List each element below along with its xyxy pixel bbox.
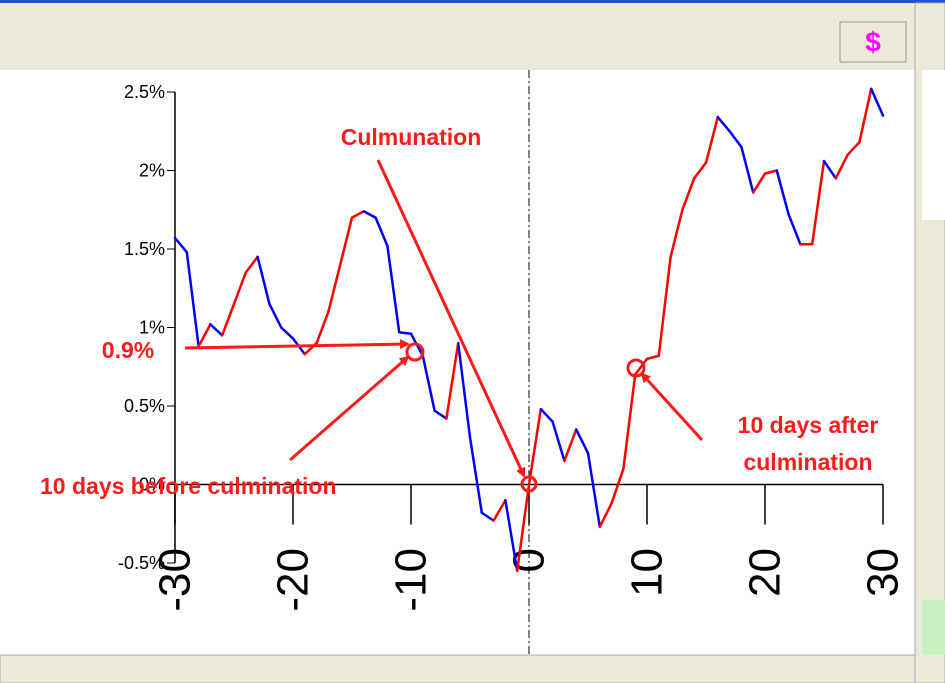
arrow	[289, 355, 410, 462]
line-segment	[374, 216, 389, 248]
annotation: 10 days after	[738, 412, 879, 438]
line-segment	[563, 428, 578, 463]
y-tick-label: 1.5%	[124, 239, 165, 259]
arrow	[640, 372, 704, 442]
line-segment	[728, 130, 743, 149]
side-status	[922, 600, 945, 655]
line-segment	[633, 357, 649, 376]
line-segment	[751, 172, 767, 194]
title-border	[0, 0, 945, 3]
arrow	[184, 339, 410, 350]
line-segment	[456, 341, 472, 439]
line-segment	[657, 255, 672, 358]
marker-circle	[405, 342, 425, 362]
marker-circle	[626, 358, 646, 378]
x-tick-label: -30	[151, 548, 200, 612]
line-segment	[504, 498, 519, 573]
y-tick-label: 2.5%	[124, 82, 165, 102]
y-tick-label: 0%	[139, 475, 165, 495]
line-segment	[716, 115, 731, 133]
line-segment	[551, 420, 566, 463]
x-tick-label: -20	[269, 548, 318, 612]
line-segment	[574, 428, 590, 455]
line-segment	[846, 140, 861, 157]
line-segment	[197, 323, 212, 348]
marker-circle	[520, 475, 538, 493]
line-segment	[173, 236, 189, 254]
line-segment	[327, 263, 342, 314]
line-segment	[822, 159, 838, 180]
toolbar	[0, 3, 915, 70]
line-segment	[480, 511, 495, 522]
line-segment	[185, 250, 200, 348]
line-segment	[669, 208, 684, 259]
annotation: Culmunation	[341, 124, 482, 150]
line-segment	[775, 169, 790, 216]
line-segment	[622, 373, 637, 471]
x-tick-label: 0	[505, 548, 554, 572]
line-segment	[244, 255, 259, 274]
y-tick-label: -0.5%	[118, 553, 165, 573]
chart: -0.5% 0% 0.5% 1% 1.5% 2% 2.5% -30 -20 -10 0 10 20 30	[118, 82, 908, 612]
line-segment	[869, 87, 885, 117]
line-segment	[209, 323, 224, 337]
line-segment	[787, 213, 802, 246]
line-segment	[232, 271, 248, 306]
line-segment	[350, 210, 366, 219]
status-bar	[0, 654, 916, 683]
line-segment	[834, 153, 849, 180]
line-segment	[492, 498, 507, 522]
annotation: 0.9%	[102, 337, 154, 363]
line-segment	[586, 451, 602, 529]
line-segment	[810, 159, 826, 246]
line-segment	[421, 354, 436, 412]
x-tick-label: 20	[741, 548, 790, 597]
y-tick-label: 0.5%	[124, 396, 165, 416]
line-segment	[220, 302, 236, 337]
annotation: culmination	[743, 449, 872, 475]
x-tick-label: -10	[387, 548, 436, 612]
y-tick-label: 1%	[139, 318, 165, 338]
line-segment	[445, 341, 460, 420]
line-segment	[692, 161, 708, 180]
line-segment	[763, 169, 779, 175]
line-segment	[704, 115, 720, 164]
line-segment	[338, 216, 354, 266]
line-segment	[740, 145, 755, 194]
line-segment	[397, 330, 413, 336]
arrow	[376, 159, 526, 478]
line-segment	[645, 354, 661, 361]
dollar-button[interactable]	[839, 21, 907, 63]
line-segment	[256, 255, 271, 306]
line-segment	[610, 467, 625, 505]
side-list	[922, 70, 945, 220]
line-segment	[433, 409, 448, 420]
annotation: 10 days before culmination	[40, 473, 337, 499]
line-segment	[279, 326, 295, 340]
y-tick-label: 2%	[139, 161, 165, 181]
line-segment	[527, 407, 543, 486]
line-segment	[386, 244, 401, 334]
x-tick-label: 10	[623, 548, 672, 597]
plot-area	[0, 70, 915, 655]
line-segment	[362, 210, 377, 219]
line-segment	[681, 177, 696, 211]
line-segment	[315, 310, 330, 345]
line-segment	[268, 302, 283, 329]
x-tick-label: 30	[859, 548, 908, 597]
line-segment	[539, 407, 554, 423]
line-segment	[468, 436, 484, 515]
line-segment	[598, 502, 613, 529]
dollar-label: $	[865, 27, 881, 58]
annotations	[184, 159, 704, 493]
line-segment	[515, 483, 531, 573]
line-segment	[858, 87, 873, 144]
